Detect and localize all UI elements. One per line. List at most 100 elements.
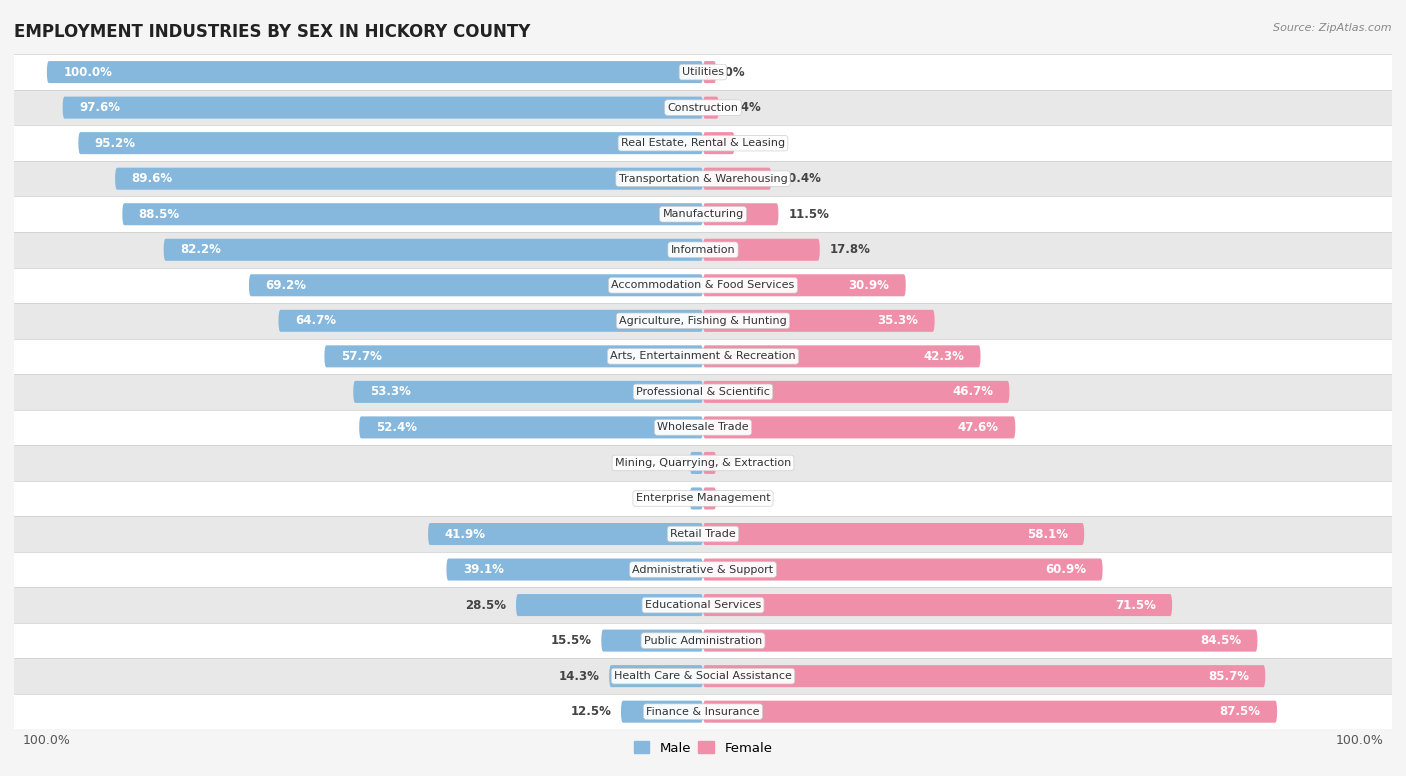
FancyBboxPatch shape: [163, 239, 703, 261]
Text: Enterprise Management: Enterprise Management: [636, 494, 770, 504]
FancyBboxPatch shape: [703, 701, 1277, 722]
Text: Transportation & Warehousing: Transportation & Warehousing: [619, 174, 787, 184]
Text: 42.3%: 42.3%: [924, 350, 965, 363]
Text: 17.8%: 17.8%: [830, 243, 870, 256]
Text: Retail Trade: Retail Trade: [671, 529, 735, 539]
Text: 0.0%: 0.0%: [713, 456, 745, 469]
Text: 0.0%: 0.0%: [713, 492, 745, 505]
Text: 46.7%: 46.7%: [952, 386, 993, 398]
Text: 41.9%: 41.9%: [444, 528, 485, 541]
Text: 15.5%: 15.5%: [551, 634, 592, 647]
Text: Mining, Quarrying, & Extraction: Mining, Quarrying, & Extraction: [614, 458, 792, 468]
FancyBboxPatch shape: [703, 417, 1015, 438]
Text: 82.2%: 82.2%: [180, 243, 221, 256]
FancyBboxPatch shape: [609, 665, 703, 688]
FancyBboxPatch shape: [79, 132, 703, 154]
Text: Professional & Scientific: Professional & Scientific: [636, 387, 770, 397]
Text: 71.5%: 71.5%: [1115, 598, 1156, 611]
Text: 0.0%: 0.0%: [661, 456, 693, 469]
Text: 64.7%: 64.7%: [295, 314, 336, 327]
FancyBboxPatch shape: [427, 523, 703, 545]
FancyBboxPatch shape: [621, 701, 703, 722]
FancyBboxPatch shape: [703, 203, 779, 225]
Text: 35.3%: 35.3%: [877, 314, 918, 327]
Bar: [14, 445, 1392, 480]
FancyBboxPatch shape: [353, 381, 703, 403]
Text: 60.9%: 60.9%: [1045, 563, 1087, 576]
Text: Educational Services: Educational Services: [645, 600, 761, 610]
Text: 87.5%: 87.5%: [1220, 705, 1261, 718]
FancyBboxPatch shape: [447, 559, 703, 580]
Text: Arts, Entertainment & Recreation: Arts, Entertainment & Recreation: [610, 352, 796, 362]
Text: 85.7%: 85.7%: [1208, 670, 1249, 683]
FancyBboxPatch shape: [690, 452, 703, 474]
Text: 100.0%: 100.0%: [63, 66, 112, 78]
Text: 0.0%: 0.0%: [713, 66, 745, 78]
Text: 30.9%: 30.9%: [848, 279, 890, 292]
FancyBboxPatch shape: [602, 629, 703, 652]
Bar: [14, 268, 1392, 303]
Text: 47.6%: 47.6%: [957, 421, 998, 434]
Text: 88.5%: 88.5%: [139, 208, 180, 220]
FancyBboxPatch shape: [703, 132, 734, 154]
FancyBboxPatch shape: [122, 203, 703, 225]
Text: 10.4%: 10.4%: [782, 172, 823, 185]
Bar: [14, 161, 1392, 196]
Text: 52.4%: 52.4%: [375, 421, 416, 434]
Text: 39.1%: 39.1%: [463, 563, 503, 576]
FancyBboxPatch shape: [359, 417, 703, 438]
Text: 0.0%: 0.0%: [661, 492, 693, 505]
Bar: [14, 374, 1392, 410]
FancyBboxPatch shape: [703, 452, 716, 474]
Bar: [14, 694, 1392, 729]
FancyBboxPatch shape: [703, 523, 1084, 545]
FancyBboxPatch shape: [325, 345, 703, 367]
FancyBboxPatch shape: [703, 629, 1257, 652]
Text: Wholesale Trade: Wholesale Trade: [657, 422, 749, 432]
Text: Source: ZipAtlas.com: Source: ZipAtlas.com: [1274, 23, 1392, 33]
FancyBboxPatch shape: [703, 168, 772, 189]
Bar: [14, 587, 1392, 623]
Bar: [14, 90, 1392, 126]
Bar: [14, 54, 1392, 90]
FancyBboxPatch shape: [703, 274, 905, 296]
FancyBboxPatch shape: [703, 381, 1010, 403]
Text: 11.5%: 11.5%: [789, 208, 830, 220]
FancyBboxPatch shape: [703, 345, 980, 367]
Text: Manufacturing: Manufacturing: [662, 210, 744, 219]
Text: Real Estate, Rental & Leasing: Real Estate, Rental & Leasing: [621, 138, 785, 148]
Bar: [14, 623, 1392, 658]
FancyBboxPatch shape: [690, 487, 703, 510]
Text: 14.3%: 14.3%: [558, 670, 599, 683]
Bar: [14, 410, 1392, 445]
Text: Accommodation & Food Services: Accommodation & Food Services: [612, 280, 794, 290]
Bar: [14, 232, 1392, 268]
Text: 95.2%: 95.2%: [94, 137, 136, 150]
FancyBboxPatch shape: [703, 559, 1102, 580]
Text: Utilities: Utilities: [682, 67, 724, 77]
Text: Construction: Construction: [668, 102, 738, 113]
Bar: [14, 126, 1392, 161]
FancyBboxPatch shape: [703, 594, 1173, 616]
FancyBboxPatch shape: [703, 487, 716, 510]
Text: Information: Information: [671, 244, 735, 255]
Text: 97.6%: 97.6%: [79, 101, 120, 114]
Bar: [14, 196, 1392, 232]
FancyBboxPatch shape: [46, 61, 703, 83]
FancyBboxPatch shape: [703, 96, 718, 119]
Bar: [14, 480, 1392, 516]
Text: Public Administration: Public Administration: [644, 636, 762, 646]
Text: 58.1%: 58.1%: [1026, 528, 1067, 541]
Text: 57.7%: 57.7%: [340, 350, 381, 363]
Text: 53.3%: 53.3%: [370, 386, 411, 398]
FancyBboxPatch shape: [278, 310, 703, 332]
Text: Finance & Insurance: Finance & Insurance: [647, 707, 759, 717]
Text: 28.5%: 28.5%: [465, 598, 506, 611]
Bar: [14, 303, 1392, 338]
Text: 2.4%: 2.4%: [728, 101, 761, 114]
Text: Administrative & Support: Administrative & Support: [633, 565, 773, 574]
Bar: [14, 658, 1392, 694]
FancyBboxPatch shape: [703, 310, 935, 332]
Bar: [14, 338, 1392, 374]
Text: 12.5%: 12.5%: [571, 705, 612, 718]
